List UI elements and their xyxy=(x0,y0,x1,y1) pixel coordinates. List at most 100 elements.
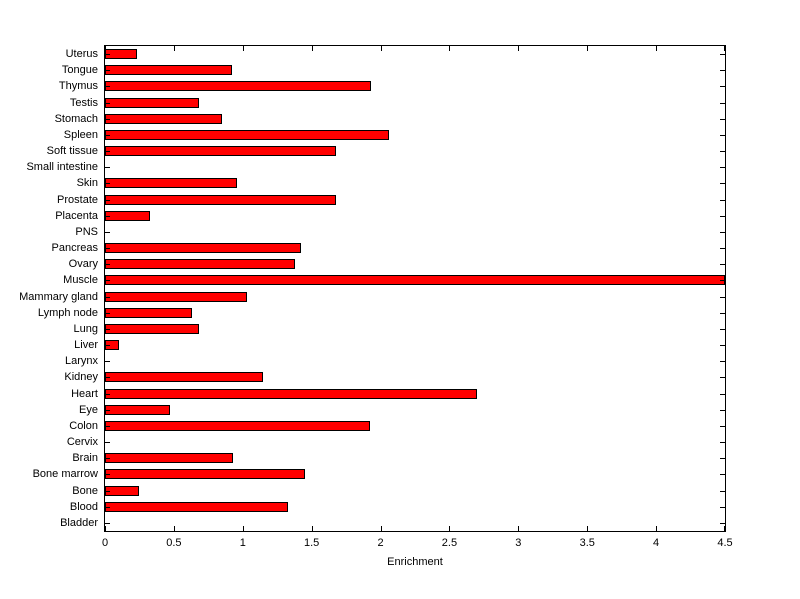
y-tick-label-heart: Heart xyxy=(71,387,98,400)
y-tick-mark xyxy=(105,232,110,233)
y-tick-mark xyxy=(105,119,110,120)
x-tick-label-3-5: 3.5 xyxy=(579,537,595,549)
x-tick-label-1-5: 1.5 xyxy=(304,537,320,549)
bar-skin xyxy=(105,178,238,189)
y-tick-mark xyxy=(105,426,110,427)
x-tick-mark xyxy=(724,46,725,51)
y-tick-mark xyxy=(720,345,725,346)
x-tick-mark xyxy=(656,46,657,51)
y-tick-mark xyxy=(720,297,725,298)
x-tick-label-2-5: 2.5 xyxy=(441,537,458,549)
x-tick-label-2: 2 xyxy=(377,537,384,549)
y-tick-mark xyxy=(720,426,725,427)
x-tick-label-4: 4 xyxy=(653,537,660,549)
y-tick-mark xyxy=(105,103,110,104)
y-tick-mark xyxy=(105,329,110,330)
y-tick-mark xyxy=(720,458,725,459)
bar-eye xyxy=(105,404,170,415)
y-tick-label-cervix: Cervix xyxy=(66,436,98,449)
y-tick-mark xyxy=(720,86,725,87)
bar-brain xyxy=(105,453,234,464)
x-tick-mark xyxy=(312,526,313,531)
x-tick-label-3: 3 xyxy=(515,537,522,549)
x-tick-label-0-5: 0.5 xyxy=(166,537,182,549)
y-axis-labels: Uterus Tongue Thymus Testis Stomach Spleen Sof… xyxy=(0,45,98,532)
y-tick-mark xyxy=(720,313,725,314)
y-tick-mark xyxy=(105,216,110,217)
bar-blood xyxy=(105,501,289,512)
x-tick-mark xyxy=(449,46,450,51)
x-tick-mark xyxy=(518,46,519,51)
y-tick-label-blood: Blood xyxy=(69,500,98,513)
bar-spleen xyxy=(105,129,389,140)
bar-tongue xyxy=(105,65,232,76)
y-tick-label-thymus: Thymus xyxy=(58,80,98,93)
y-tick-label-pancreas: Pancreas xyxy=(51,242,98,255)
x-tick-mark xyxy=(174,46,175,51)
y-tick-label-skin: Skin xyxy=(76,177,98,190)
x-tick-mark xyxy=(587,46,588,51)
x-tick-mark xyxy=(174,526,175,531)
y-tick-mark xyxy=(105,248,110,249)
bar-thymus xyxy=(105,81,371,92)
bar-kidney xyxy=(105,372,264,383)
y-tick-mark xyxy=(105,361,110,362)
x-tick-mark xyxy=(381,526,382,531)
bar-lung xyxy=(105,323,199,334)
x-tick-mark xyxy=(105,526,106,531)
y-tick-mark xyxy=(105,200,110,201)
bar-bone xyxy=(105,485,140,496)
bar-colon xyxy=(105,420,370,431)
y-tick-mark xyxy=(720,491,725,492)
x-tick-label-4-5: 4.5 xyxy=(717,537,733,549)
y-tick-mark xyxy=(720,54,725,55)
y-tick-mark xyxy=(105,507,110,508)
y-tick-mark xyxy=(720,394,725,395)
bar-testis xyxy=(105,97,199,108)
y-tick-mark xyxy=(105,491,110,492)
y-tick-mark xyxy=(105,54,110,55)
x-tick-label-0: 0 xyxy=(101,537,109,549)
y-tick-label-lymph-node: Lymph node xyxy=(37,306,98,319)
y-tick-mark xyxy=(105,377,110,378)
x-tick-label-1: 1 xyxy=(239,537,246,549)
y-tick-mark xyxy=(720,507,725,508)
bar-bone-marrow xyxy=(105,469,305,480)
y-tick-mark xyxy=(720,523,725,524)
y-tick-mark xyxy=(720,183,725,184)
y-tick-mark xyxy=(720,119,725,120)
y-tick-label-bone-marrow: Bone marrow xyxy=(32,468,98,481)
y-tick-label-pns: PNS xyxy=(75,225,98,238)
y-tick-mark xyxy=(105,183,110,184)
y-tick-label-uterus: Uterus xyxy=(65,48,98,61)
y-tick-label-liver: Liver xyxy=(74,339,98,352)
y-tick-mark xyxy=(105,167,110,168)
y-tick-label-soft-tissue: Soft tissue xyxy=(46,145,98,158)
y-tick-mark xyxy=(720,361,725,362)
y-tick-mark xyxy=(105,70,110,71)
y-tick-label-lung: Lung xyxy=(73,322,98,335)
y-tick-label-stomach: Stomach xyxy=(54,112,98,125)
bar-lymph-node xyxy=(105,307,192,318)
y-tick-label-kidney: Kidney xyxy=(64,371,98,384)
y-tick-mark xyxy=(105,458,110,459)
x-axis-tick-labels: 0 0.5 1 1.5 2 2.5 3 3.5 4 4.5 xyxy=(101,537,733,551)
bar-mammary-gland xyxy=(105,291,247,302)
y-tick-mark xyxy=(720,410,725,411)
plot-area xyxy=(104,45,726,532)
x-tick-mark xyxy=(449,526,450,531)
y-tick-mark xyxy=(720,216,725,217)
x-tick-mark xyxy=(381,46,382,51)
x-tick-mark xyxy=(105,46,106,51)
y-tick-mark xyxy=(720,264,725,265)
x-tick-mark xyxy=(518,526,519,531)
bar-placenta xyxy=(105,210,151,221)
y-tick-mark xyxy=(105,86,110,87)
y-tick-mark xyxy=(105,442,110,443)
y-tick-mark xyxy=(105,280,110,281)
y-tick-mark xyxy=(720,200,725,201)
y-tick-label-muscle: Muscle xyxy=(63,274,98,287)
y-tick-mark xyxy=(720,232,725,233)
bar-soft-tissue xyxy=(105,146,337,157)
